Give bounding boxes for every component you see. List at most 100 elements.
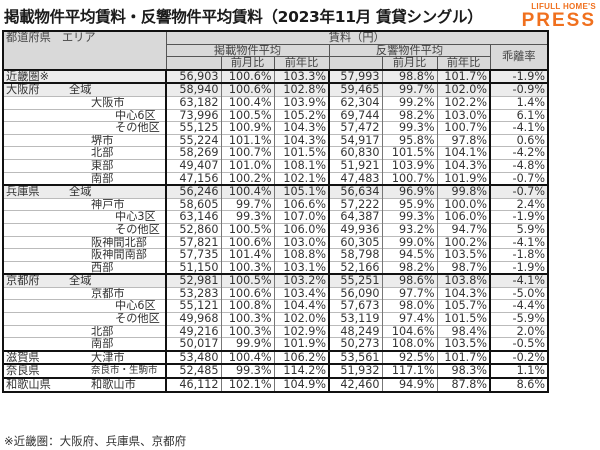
listed-yoy-cell: 103.9% [273, 95, 329, 110]
divergence-cell: 1.4% [489, 95, 549, 110]
response-yoy-cell: 98.3% [436, 363, 490, 379]
listed-rent-cell: 46,112 [165, 377, 221, 393]
table-row: 兵庫県 全域 56,246 100.4% 105.1% 56,634 96.9% 99.8% -… [2, 184, 549, 199]
response-mom-cell: 104.6% [381, 324, 437, 338]
listed-mom-cell: 100.6% [220, 286, 274, 300]
header-blank [165, 56, 222, 70]
prefecture-cell [2, 260, 63, 275]
response-yoy-cell: 100.2% [436, 235, 490, 249]
divergence-cell: -1.9% [489, 210, 549, 224]
divergence-cell: -0.5% [489, 337, 549, 351]
response-yoy-cell: 100.7% [436, 121, 490, 135]
divergence-cell: 1.1% [489, 363, 549, 379]
response-yoy-cell: 102.0% [436, 82, 490, 97]
divergence-cell: -1.9% [489, 68, 549, 84]
listed-yoy-cell: 107.0% [273, 210, 329, 224]
listed-yoy-cell: 104.4% [273, 299, 329, 313]
listed-rent-cell: 53,283 [165, 286, 221, 300]
header-rent: 賃料（円） [165, 29, 549, 45]
listed-rent-cell: 49,968 [165, 312, 221, 326]
response-mom-cell: 94.9% [381, 377, 437, 393]
listed-mom-cell: 100.8% [220, 299, 274, 313]
area-cell: 東部 [63, 158, 166, 173]
area-cell: 西部 [63, 260, 166, 275]
table-row: 南部 47,156 100.2% 102.1% 47,483 100.7% 101.9% -0… [2, 171, 549, 186]
listed-yoy-cell: 103.1% [273, 260, 329, 275]
response-mom-cell: 100.7% [381, 171, 437, 186]
listed-rent-cell: 58,605 [165, 197, 221, 211]
response-rent-cell: 57,673 [328, 299, 382, 313]
response-rent-cell: 62,304 [328, 95, 382, 110]
listed-rent-cell: 63,146 [165, 210, 221, 224]
table-row: 滋賀県 大津市 53,480 100.4% 106.2% 53,561 92.5% 101.7… [2, 349, 549, 365]
table-row: 京都市 53,283 100.6% 103.4% 56,090 97.7% 104.3% -5… [2, 286, 549, 300]
response-yoy-cell: 98.4% [436, 324, 490, 338]
listed-yoy-cell: 101.5% [273, 146, 329, 160]
response-yoy-cell: 105.7% [436, 299, 490, 313]
table-row: 近畿圏※ 56,903 100.6% 103.3% 57,993 98.8% 101.7% -… [2, 68, 549, 84]
prefecture-cell [2, 210, 63, 224]
listed-rent-cell: 63,182 [165, 95, 221, 110]
response-yoy-cell: 104.3% [436, 286, 490, 300]
prefecture-cell [2, 197, 63, 211]
response-rent-cell: 69,744 [328, 108, 382, 122]
listed-yoy-cell: 103.2% [273, 273, 329, 288]
response-rent-cell: 57,993 [328, 68, 382, 84]
listed-yoy-cell: 108.1% [273, 158, 329, 173]
area-cell: 阪神間南部 [63, 248, 166, 262]
listed-mom-cell: 100.6% [220, 82, 274, 97]
listed-yoy-cell: 106.6% [273, 197, 329, 211]
table-row: 北部 58,269 100.7% 101.5% 60,830 101.5% 104.1% -4… [2, 146, 549, 160]
divergence-cell: 8.6% [489, 377, 549, 393]
response-mom-cell: 99.3% [381, 210, 437, 224]
response-rent-cell: 59,465 [328, 82, 382, 97]
prefecture-cell [2, 222, 63, 236]
area-cell: 北部 [63, 324, 166, 338]
response-rent-cell: 56,090 [328, 286, 382, 300]
response-rent-cell: 53,561 [328, 349, 382, 365]
response-mom-cell: 95.8% [381, 133, 437, 147]
response-mom-cell: 108.0% [381, 337, 437, 351]
divergence-cell: 0.6% [489, 133, 549, 147]
listed-yoy-cell: 102.0% [273, 312, 329, 326]
listed-yoy-cell: 103.0% [273, 235, 329, 249]
prefecture-cell: 京都府 [2, 273, 63, 288]
response-mom-cell: 92.5% [381, 349, 437, 365]
area-cell: 京都市 [63, 286, 166, 300]
response-rent-cell: 57,222 [328, 197, 382, 211]
header-listed-mom: 前月比 [220, 56, 275, 71]
prefecture-cell [2, 312, 63, 326]
response-rent-cell: 42,460 [328, 377, 382, 393]
prefecture-cell [2, 146, 63, 160]
response-mom-cell: 101.5% [381, 146, 437, 160]
table-row: 阪神間北部 57,821 100.6% 103.0% 60,305 99.0% 100.2%… [2, 235, 549, 249]
header-response-mom: 前月比 [381, 56, 438, 71]
divergence-cell: -4.2% [489, 146, 549, 160]
prefecture-cell [2, 121, 63, 135]
header-listed-yoy: 前年比 [273, 56, 330, 71]
prefecture-cell [2, 337, 63, 351]
response-yoy-cell: 103.8% [436, 273, 490, 288]
listed-rent-cell: 49,407 [165, 158, 221, 173]
response-yoy-cell: 101.5% [436, 312, 490, 326]
area-cell: 北部 [63, 146, 166, 160]
listed-rent-cell: 73,996 [165, 108, 221, 122]
listed-rent-cell: 52,981 [165, 273, 221, 288]
response-rent-cell: 54,917 [328, 133, 382, 147]
response-mom-cell: 98.8% [381, 68, 437, 84]
area-cell: 南部 [63, 337, 166, 351]
listed-rent-cell: 52,485 [165, 363, 221, 379]
response-yoy-cell: 103.5% [436, 248, 490, 262]
response-yoy-cell: 104.3% [436, 158, 490, 173]
table-row: 和歌山県 和歌山市 46,112 102.1% 104.9% 42,460 94.9% 87.… [2, 377, 549, 393]
prefecture-cell: 大阪府 [2, 82, 63, 97]
prefecture-cell: 和歌山県 [2, 377, 63, 393]
area-cell: その他区 [63, 121, 166, 135]
listed-yoy-cell: 105.1% [273, 184, 329, 199]
area-cell: その他区 [63, 312, 166, 326]
listed-mom-cell: 100.5% [220, 108, 274, 122]
listed-mom-cell: 102.1% [220, 377, 274, 393]
response-mom-cell: 93.2% [381, 222, 437, 236]
response-mom-cell: 97.7% [381, 286, 437, 300]
prefecture-cell [2, 95, 63, 110]
